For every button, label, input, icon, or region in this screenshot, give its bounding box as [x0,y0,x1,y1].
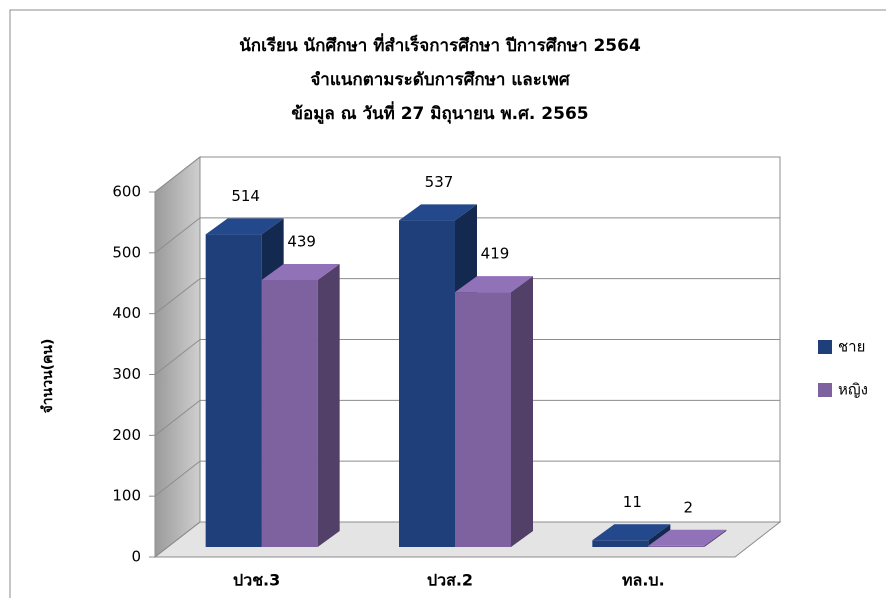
y-tick-label: 300 [112,365,141,383]
y-tick-label: 100 [112,487,141,505]
legend-swatch [818,340,832,354]
y-tick-label: 400 [112,304,141,322]
data-label: 2 [684,498,694,516]
y-tick-label: 0 [131,548,141,566]
y-tick-label: 200 [112,426,141,444]
chart-title: จำแนกตามระดับการศึกษา และเพศ [310,70,571,90]
x-tick-label: ปวส.2 [427,571,473,590]
bar [592,540,649,547]
bar [261,279,318,547]
grid-line [154,217,201,254]
bar-side [704,529,727,547]
legend-label: หญิง [838,381,868,399]
bar-side [511,276,533,547]
chart-title: ข้อมูล ณ วันที่ 27 มิถุนายน พ.ศ. 2565 [291,101,588,125]
x-tick-label: ปวช.3 [233,571,280,590]
grid-line [154,521,201,558]
bar [399,220,455,547]
bar [648,545,705,547]
data-label: 514 [231,187,260,205]
grid-line [154,278,201,315]
legend-label: ชาย [838,338,865,356]
y-axis-title: จำนวน(คน) [40,339,56,414]
x-tick-label: ทล.บ. [622,571,665,590]
legend-swatch [818,383,832,397]
grid-line [154,339,201,375]
bar-top [592,524,671,541]
bar-top [261,263,340,280]
y-tick-label: 500 [112,243,141,261]
bar-side [648,524,671,547]
data-label: 537 [425,173,454,191]
data-label: 419 [481,245,510,263]
bar-top [399,204,477,221]
data-label: 11 [623,493,642,511]
grid-line [154,156,201,193]
grid-line [154,460,201,497]
data-label: 439 [287,232,316,250]
bar-top [648,529,727,546]
y-tick-label: 600 [112,183,141,201]
bar [455,292,511,547]
bar-top [455,276,533,293]
bar [205,234,262,548]
chart-title: นักเรียน นักศึกษา ที่สำเร็จการศึกษา ปีกา… [239,33,641,56]
bar-side [317,263,340,547]
bar-top [205,218,284,235]
grid-line [154,399,201,436]
